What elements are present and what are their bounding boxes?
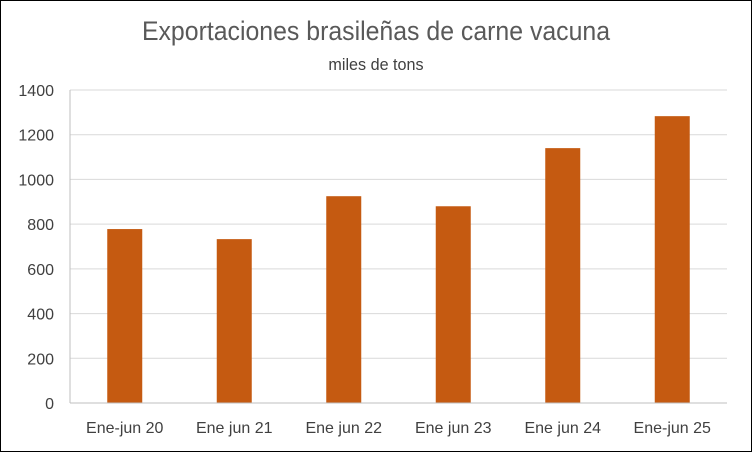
bar <box>435 206 471 403</box>
bars <box>107 116 690 403</box>
x-tick-label: Ene jun 24 <box>524 420 601 437</box>
bar <box>216 239 252 403</box>
x-axis-labels: Ene-jun 20 Ene jun 21 Ene jun 22 Ene jun 23… <box>86 420 711 437</box>
bar <box>326 196 362 403</box>
bar <box>654 116 690 403</box>
x-tick-label: Ene-jun 20 <box>86 420 163 437</box>
x-tick-label: Ene-jun 25 <box>634 420 711 437</box>
chart-subtitle: miles de tons <box>328 55 424 74</box>
gridlines <box>70 89 727 359</box>
y-tick-label: 1000 <box>18 172 54 189</box>
y-tick-label: 400 <box>27 307 54 324</box>
y-tick-label: 200 <box>27 351 54 368</box>
x-tick-label: Ene jun 21 <box>196 420 273 437</box>
y-tick-label: 800 <box>27 217 54 234</box>
y-tick-label: 0 <box>45 396 54 413</box>
x-tick-label: Ene jun 23 <box>415 420 492 437</box>
x-tick-label: Ene jun 22 <box>305 420 382 437</box>
y-tick-label: 1200 <box>18 128 54 145</box>
y-axis-ticks: 0 200 400 600 800 1000 1200 1400 <box>18 83 54 413</box>
y-tick-label: 1400 <box>18 83 54 100</box>
bar <box>107 229 143 403</box>
chart-title: Exportaciones brasileñas de carne vacuna <box>141 16 611 46</box>
y-tick-label: 600 <box>27 262 54 279</box>
bar <box>545 148 581 403</box>
